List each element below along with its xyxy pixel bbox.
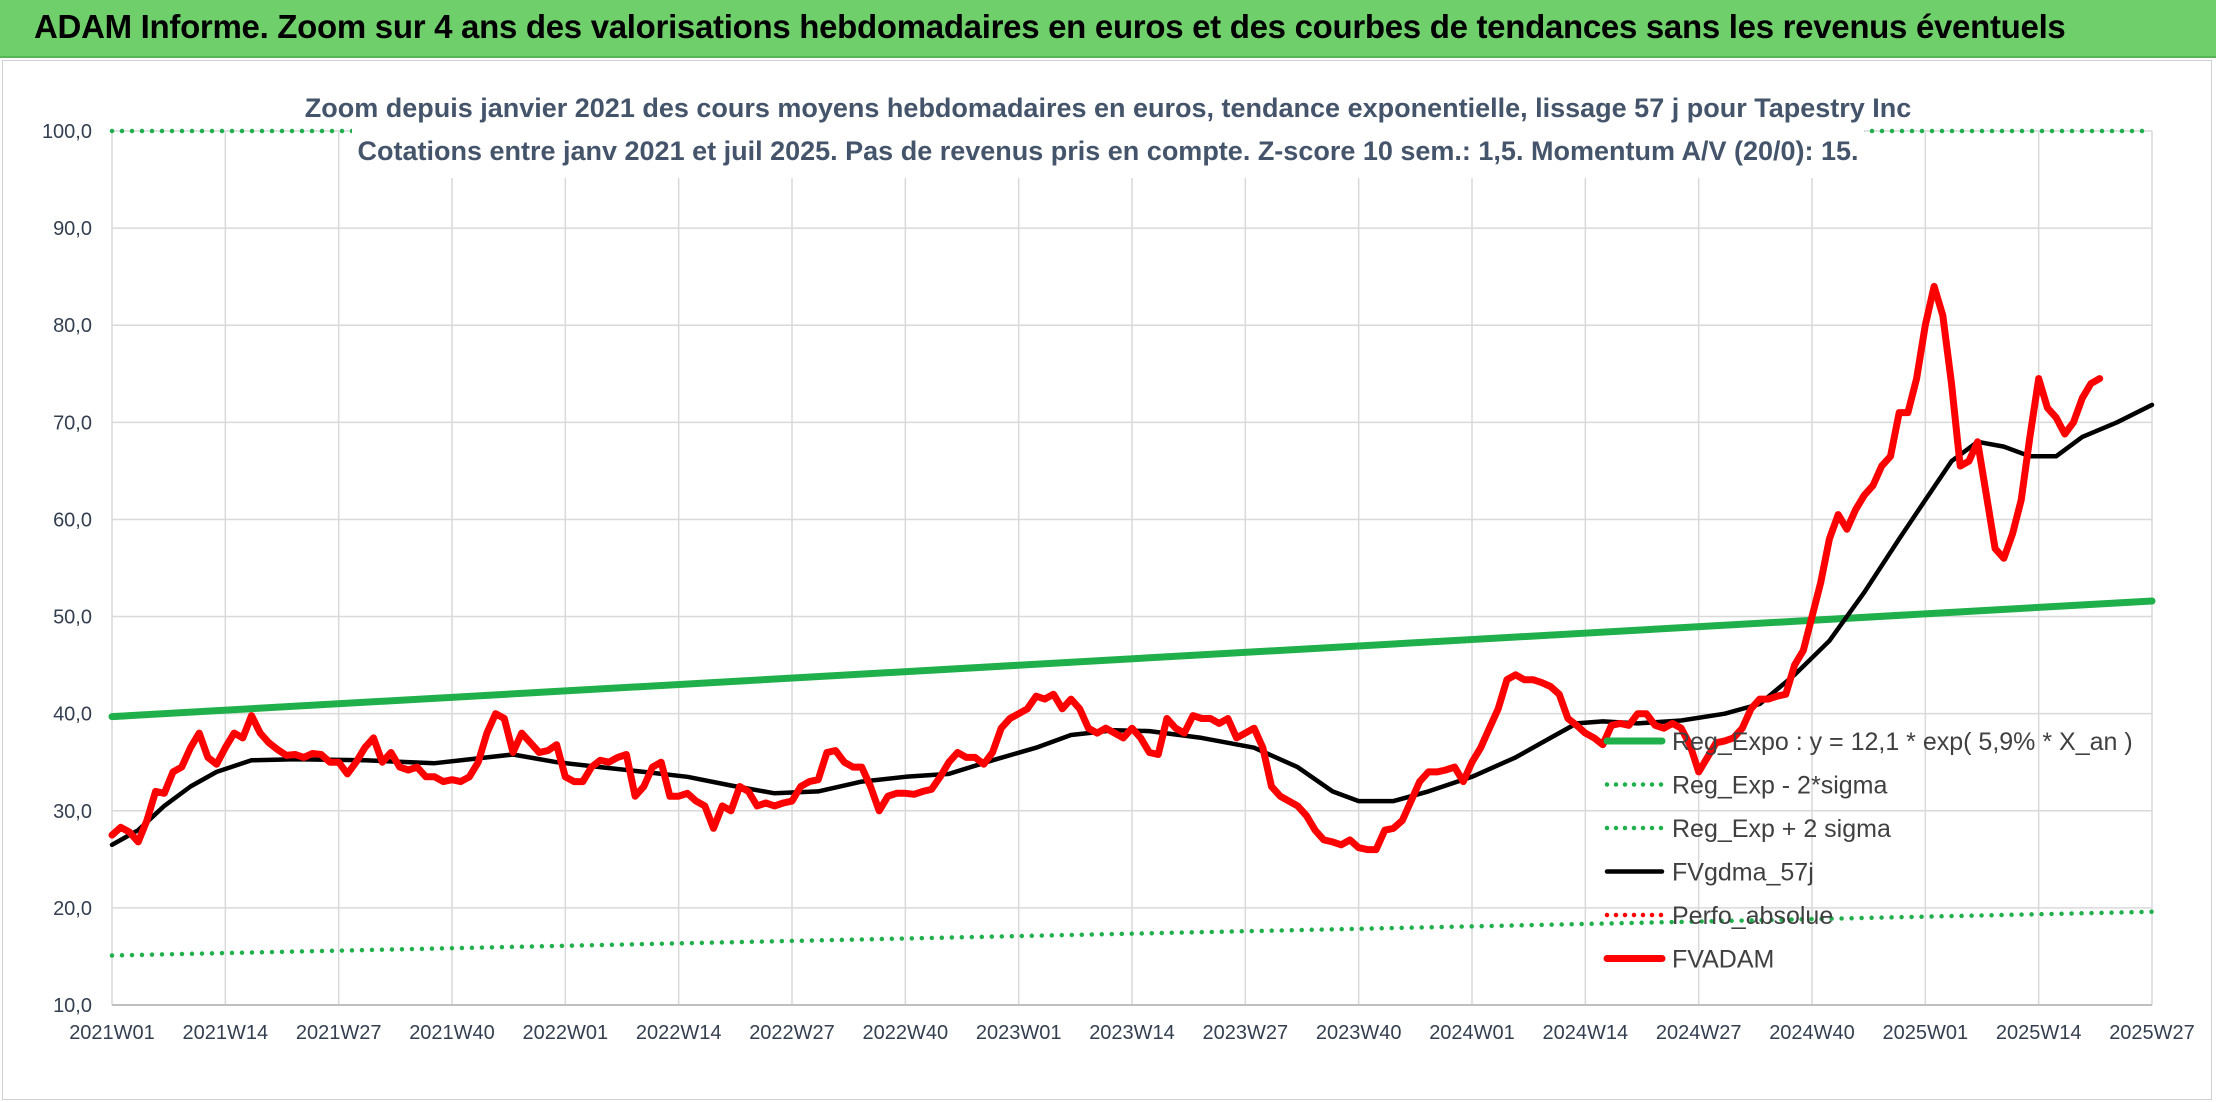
x-tick-label: 2024W27 (1656, 1022, 1742, 1044)
x-tick-label: 2025W01 (1883, 1022, 1969, 1044)
chart-frame (2, 60, 2212, 1100)
x-tick-label: 2021W27 (296, 1022, 382, 1044)
report-banner: ADAM Informe. Zoom sur 4 ans des valoris… (0, 0, 2216, 58)
x-tick-label: 2023W27 (1203, 1022, 1289, 1044)
x-tick-label: 2021W14 (183, 1022, 269, 1044)
x-tick-label: 2021W01 (69, 1022, 155, 1044)
reg-minus-2sigma-line (109, 909, 2155, 958)
x-tick-label: 2023W40 (1316, 1022, 1402, 1044)
title-mask (352, 88, 1864, 178)
y-tick-label: 40,0 (53, 704, 92, 726)
x-tick-label: 2023W14 (1089, 1022, 1175, 1044)
chart-title: Zoom depuis janvier 2021 des cours moyen… (305, 93, 1912, 123)
x-tick-label: 2024W40 (1769, 1022, 1855, 1044)
legend-label: Perfo_absolue (1672, 902, 1833, 930)
fvadam-line (108, 282, 2104, 854)
plot-area (108, 88, 2156, 958)
x-tick-label: 2025W27 (2109, 1022, 2195, 1044)
legend: Reg_Expo : y = 12,1 * exp( 5,9% * X_an )… (1603, 728, 2133, 974)
grid-lines (111, 130, 2153, 1006)
legend-label: FVgdma_57j (1672, 859, 1814, 887)
x-tick-label: 2024W01 (1429, 1022, 1515, 1044)
x-tick-label: 2022W40 (863, 1022, 949, 1044)
x-tick-label: 2024W14 (1543, 1022, 1629, 1044)
legend-label: Reg_Exp - 2*sigma (1672, 772, 1887, 800)
report-title: ADAM Informe. Zoom sur 4 ans des valoris… (34, 8, 2066, 45)
chart-subtitle: Cotations entre janv 2021 et juil 2025. … (357, 136, 1858, 166)
y-tick-label: 80,0 (53, 315, 92, 337)
legend-label: Reg_Exp + 2 sigma (1672, 815, 1891, 843)
y-tick-label: 10,0 (53, 995, 92, 1017)
y-axis-labels: 10,0 20,0 30,0 40,0 50,0 60,0 70,0 80,0 90,0 100,… (42, 121, 92, 1017)
y-tick-label: 20,0 (53, 898, 92, 920)
legend-label: FVADAM (1672, 946, 1774, 974)
y-tick-label: 30,0 (53, 801, 92, 823)
y-tick-label: 50,0 (53, 607, 92, 629)
x-tick-label: 2022W01 (523, 1022, 609, 1044)
x-tick-label: 2022W27 (749, 1022, 835, 1044)
legend-label: Reg_Expo : y = 12,1 * exp( 5,9% * X_an ) (1672, 728, 2133, 756)
x-tick-label: 2025W14 (1996, 1022, 2082, 1044)
x-tick-label: 2023W01 (976, 1022, 1062, 1044)
x-axis-labels: 2021W01 2021W14 2021W27 2021W40 2022W01 2022W… (69, 1022, 2195, 1044)
fvgdma-57j-line (109, 402, 2155, 848)
y-tick-label: 70,0 (53, 412, 92, 434)
y-tick-label: 60,0 (53, 509, 92, 531)
y-tick-label: 100,0 (42, 121, 92, 143)
x-tick-label: 2022W14 (636, 1022, 722, 1044)
y-tick-label: 90,0 (53, 218, 92, 240)
x-tick-label: 2021W40 (409, 1022, 495, 1044)
